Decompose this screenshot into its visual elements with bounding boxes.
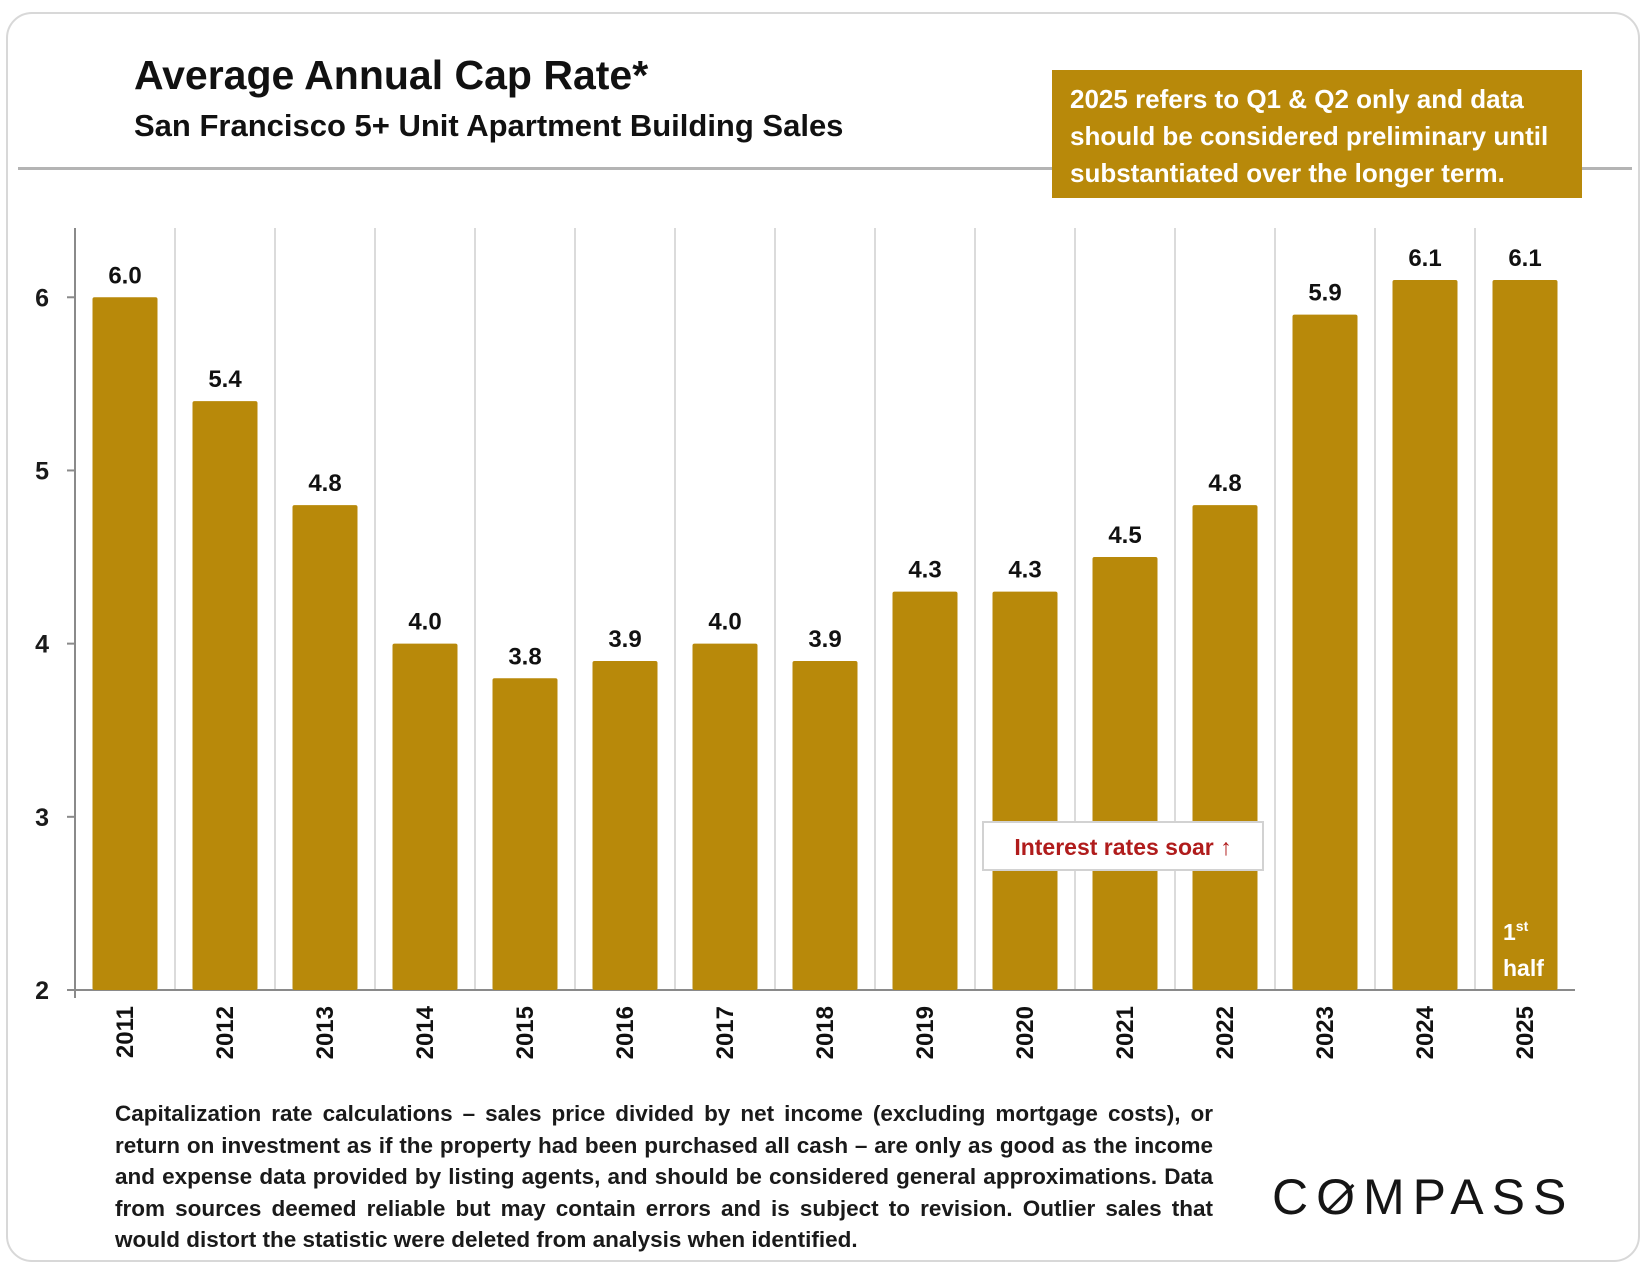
logo-o: O: [1316, 1169, 1364, 1225]
data-label: 5.4: [208, 366, 242, 393]
note-line: substantiated over the longer term.: [1070, 158, 1505, 188]
category-label: 2025: [1512, 1006, 1539, 1059]
chart-frame: [6, 12, 1640, 1262]
methodology-footnote: Capitalization rate calculations – sales…: [115, 1101, 1213, 1252]
bar: [1492, 279, 1558, 990]
bar: [692, 643, 758, 990]
bar: [192, 401, 258, 990]
data-label: 4.8: [308, 470, 341, 497]
category-label: 2013: [312, 1006, 339, 1059]
category-label: 2024: [1412, 1005, 1439, 1059]
bar: [592, 660, 658, 990]
y-tick-label: 3: [35, 804, 49, 832]
data-label: 4.3: [908, 557, 941, 584]
data-label: 6.0: [108, 262, 141, 289]
bar: [792, 660, 858, 990]
chart-title: Average Annual Cap Rate*: [134, 52, 649, 98]
data-label: 4.0: [408, 609, 441, 636]
data-label: 4.8: [1208, 470, 1241, 497]
annotation-box: [982, 821, 1264, 871]
category-label: 2016: [612, 1006, 639, 1059]
bar: [892, 591, 958, 990]
category-label: 2017: [712, 1006, 739, 1059]
chart-subtitle: San Francisco 5+ Unit Apartment Building…: [134, 108, 844, 143]
bar: [1092, 557, 1158, 990]
category-label: 2020: [1012, 1006, 1039, 1059]
category-label: 2014: [412, 1005, 439, 1059]
category-label: 2012: [212, 1006, 239, 1059]
note-line: should be considered preliminary until: [1070, 121, 1549, 151]
y-tick-label: 2: [35, 977, 49, 1005]
data-label: 3.9: [808, 626, 841, 653]
y-tick-label: 6: [35, 284, 49, 312]
category-label: 2018: [812, 1006, 839, 1059]
bar-chart: 2 3 4 5 6 6.0 2011 5.4 2012 4.8 2013 4.0 2014 3.8 2015…: [35, 228, 1575, 1059]
data-label: 5.9: [1308, 280, 1341, 307]
category-label: 2011: [112, 1006, 139, 1058]
y-tick-label: 4: [35, 631, 49, 659]
note-line: 2025 refers to Q1 & Q2 only and data: [1070, 84, 1524, 114]
bar: [1392, 279, 1458, 990]
data-label: 3.8: [508, 643, 541, 670]
compass-logo: COMPASS: [1272, 1168, 1574, 1226]
data-label: 6.1: [1408, 245, 1441, 272]
category-label: 2015: [512, 1006, 539, 1059]
category-label: 2019: [912, 1006, 939, 1059]
data-label: 6.1: [1508, 245, 1541, 272]
category-label: 2022: [1212, 1006, 1239, 1059]
data-label: 3.9: [608, 626, 641, 653]
y-tick-label: 5: [35, 457, 49, 485]
bar: [992, 591, 1058, 990]
interest-rates-annotation: Interest rates soar ↑: [1014, 834, 1231, 860]
data-label: 4.0: [708, 609, 741, 636]
data-label: 4.5: [1108, 522, 1141, 549]
first-half-annotation: 1st: [1503, 918, 1529, 945]
first-half-annotation-word: half: [1503, 955, 1544, 981]
category-label: 2023: [1312, 1006, 1339, 1059]
bar: [1192, 505, 1258, 990]
bar: [92, 297, 158, 991]
logo-letter: C: [1272, 1169, 1317, 1225]
data-label: 4.3: [1008, 557, 1041, 584]
preliminary-note: 2025 refers to Q1 & Q2 only and data sho…: [1052, 70, 1582, 198]
header-rule: [18, 167, 1632, 170]
logo-letters: MPASS: [1363, 1169, 1575, 1225]
bar: [1292, 314, 1358, 990]
bar: [492, 678, 558, 990]
bar: [392, 643, 458, 990]
category-label: 2021: [1112, 1006, 1139, 1059]
bar: [292, 505, 358, 990]
